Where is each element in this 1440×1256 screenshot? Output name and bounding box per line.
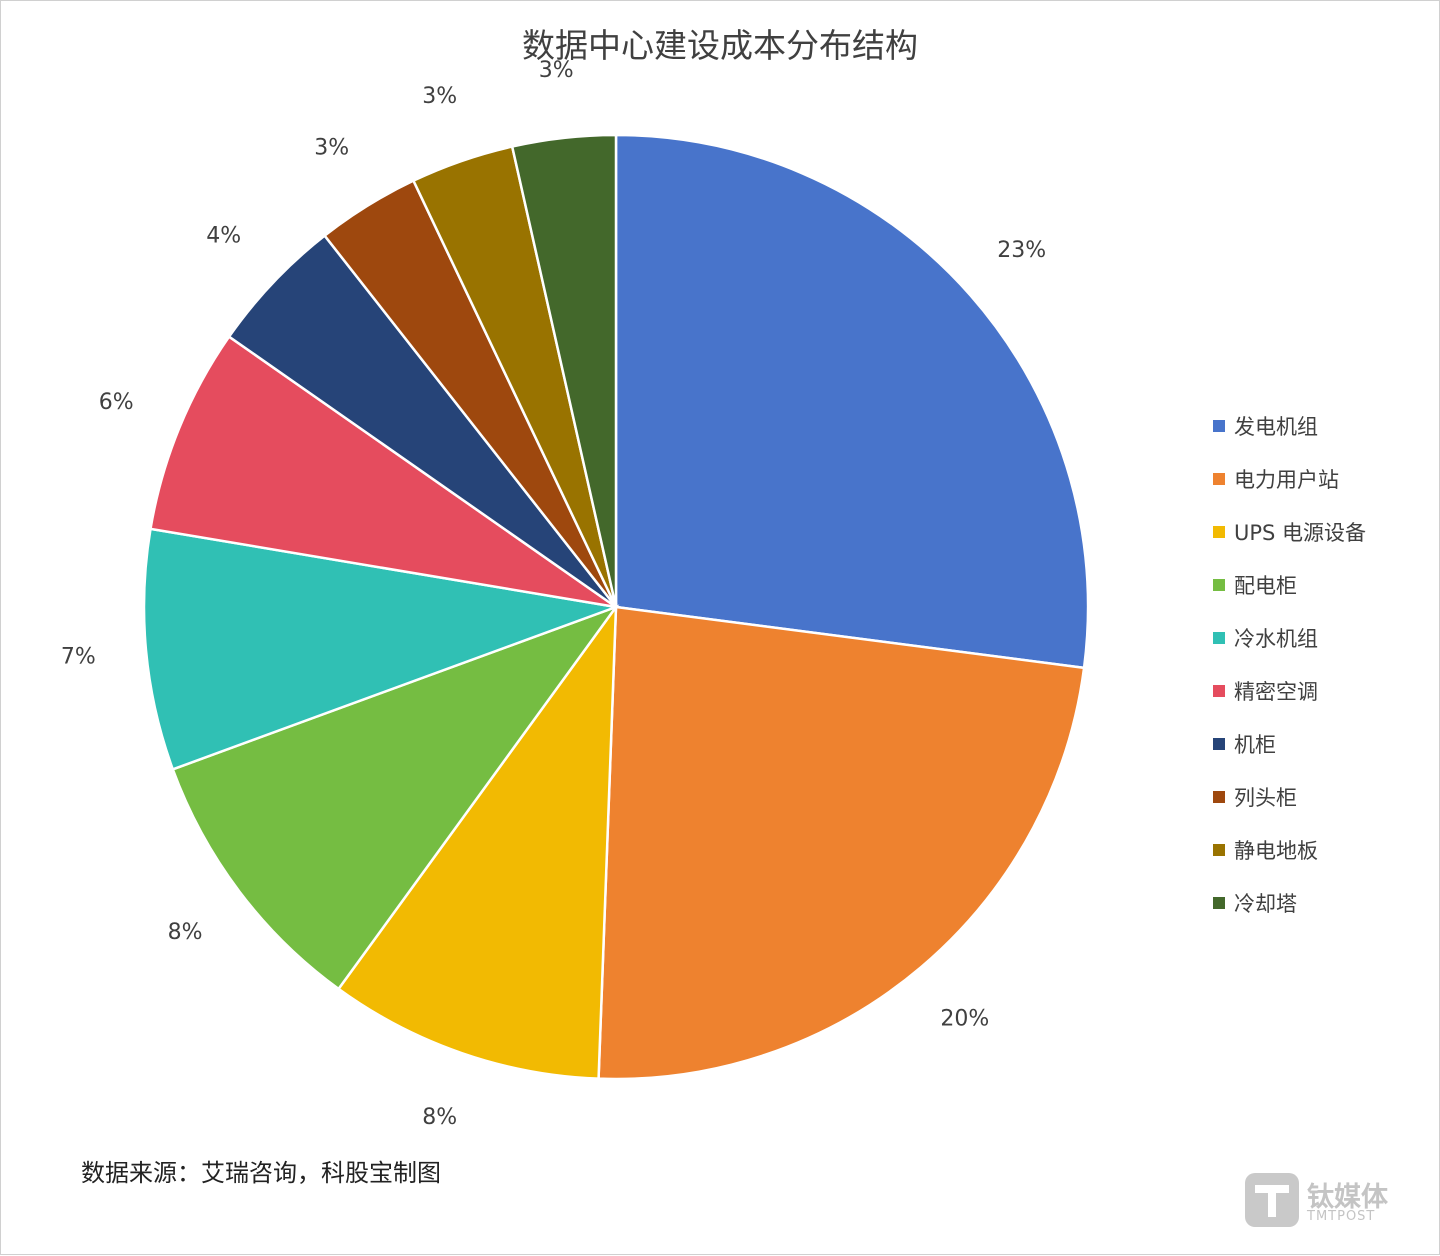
legend-item: 冷水机组 — [1213, 611, 1366, 664]
tmtpost-logo-icon — [1245, 1173, 1299, 1227]
legend-swatch — [1213, 419, 1225, 432]
legend-swatch — [1213, 843, 1225, 856]
legend-item: UPS 电源设备 — [1213, 505, 1366, 558]
pie-slice — [142, 527, 621, 771]
pie-slice — [171, 604, 620, 991]
data-label: 23% — [997, 238, 1046, 263]
chart-legend: 发电机组电力用户站 UPS 电源设备 配电柜冷水机组精密空调机柜列头柜静电地板冷却塔 — [1213, 399, 1366, 929]
watermark-sub: TMTPOST — [1307, 1209, 1376, 1224]
pie-slice — [336, 602, 618, 1080]
legend-swatch — [1213, 684, 1225, 697]
legend-swatch — [1213, 790, 1225, 803]
source-note: 数据来源：艾瑞咨询，科股宝制图 — [81, 1159, 441, 1187]
legend-item: 冷却塔 — [1213, 876, 1366, 929]
data-label: 3% — [314, 135, 349, 160]
pie-slice — [149, 334, 617, 609]
legend-item: 列头柜 — [1213, 770, 1366, 823]
watermark-logo: 钛媒体 TMTPOST — [1245, 1173, 1405, 1229]
data-label: 8% — [422, 1105, 457, 1130]
legend-swatch — [1213, 472, 1225, 485]
data-label: 3% — [422, 84, 457, 109]
data-label: 4% — [206, 223, 241, 248]
data-label: 3% — [539, 58, 574, 83]
legend-label: 静电地板 — [1234, 838, 1318, 863]
legend-swatch — [1213, 525, 1225, 538]
legend-label: 精密空调 — [1234, 679, 1318, 704]
legend-label: UPS 电源设备 — [1234, 520, 1367, 545]
legend-item: 配电柜 — [1213, 558, 1366, 611]
legend-item: 发电机组 — [1213, 399, 1366, 452]
legend-swatch — [1213, 737, 1225, 750]
legend-swatch — [1213, 578, 1225, 591]
legend-label: 机柜 — [1234, 732, 1276, 757]
legend-label: 配电柜 — [1234, 573, 1297, 598]
data-label: 20% — [940, 1007, 989, 1032]
legend-swatch — [1213, 631, 1225, 644]
legend-label: 列头柜 — [1234, 785, 1297, 810]
pie-slice — [614, 133, 1090, 670]
legend-label: 冷却塔 — [1234, 891, 1297, 916]
legend-label: 电力用户站 — [1234, 467, 1339, 492]
data-label: 6% — [99, 390, 134, 415]
legend-item: 电力用户站 — [1213, 452, 1366, 505]
legend-item: 静电地板 — [1213, 823, 1366, 876]
legend-label: 发电机组 — [1234, 414, 1318, 439]
legend-item: 精密空调 — [1213, 664, 1366, 717]
legend-label: 冷水机组 — [1234, 626, 1318, 651]
legend-swatch — [1213, 896, 1225, 909]
chart-title: 数据中心建设成本分布结构 — [522, 26, 918, 65]
pie-slice — [510, 133, 618, 608]
pie-slice — [597, 605, 1086, 1081]
legend-item: 机柜 — [1213, 717, 1366, 770]
data-label: 8% — [168, 920, 203, 945]
watermark-name: 钛媒体 — [1307, 1182, 1388, 1213]
data-label: 7% — [61, 644, 96, 669]
